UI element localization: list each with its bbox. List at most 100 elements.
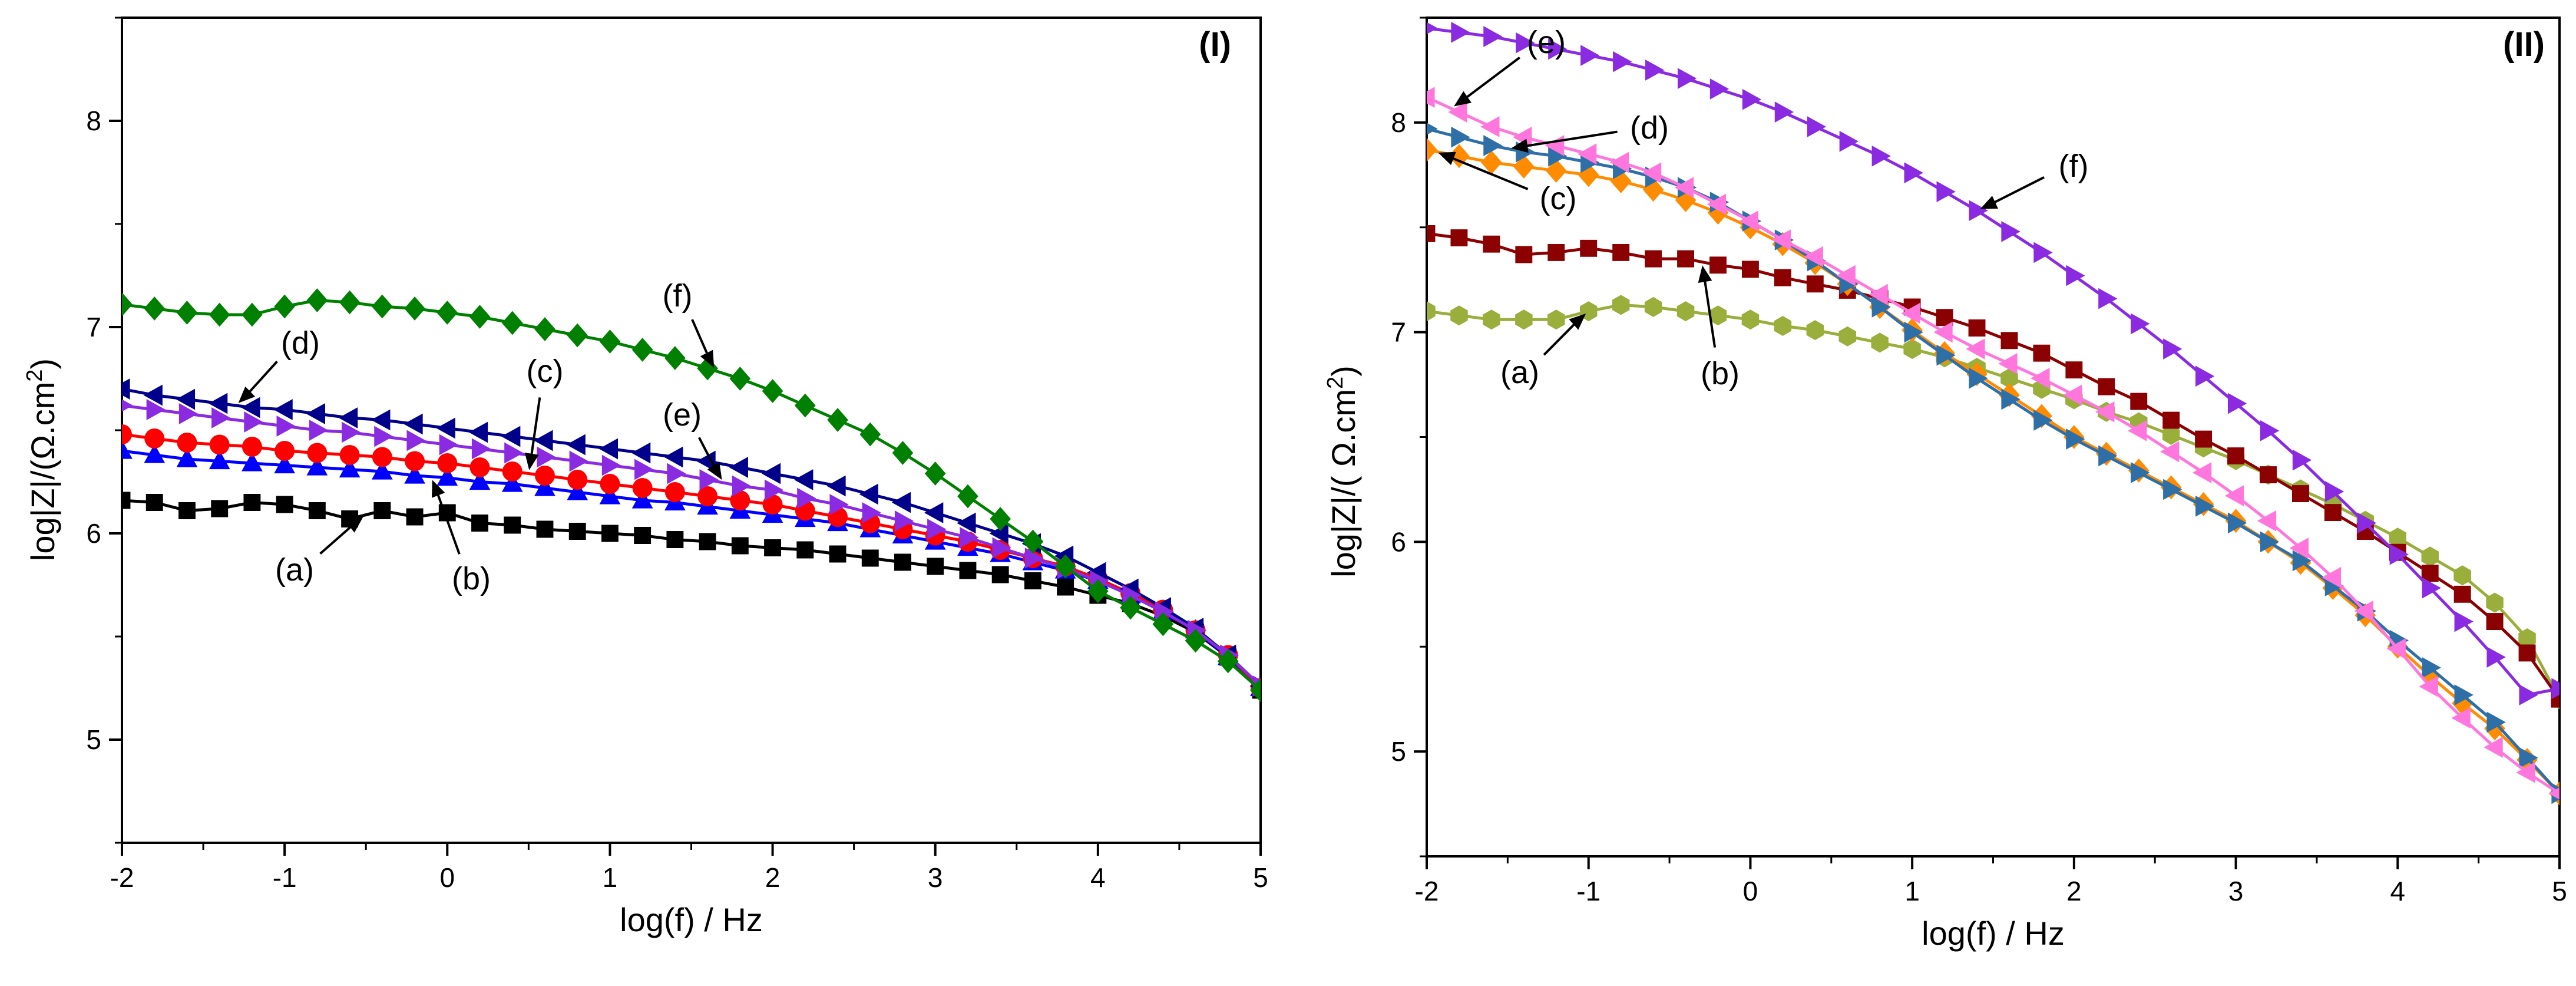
data-point <box>241 397 260 418</box>
data-point <box>1771 229 1791 250</box>
data-point <box>894 553 911 571</box>
curve-label: (e) <box>1527 25 1566 60</box>
data-point <box>1548 145 1568 167</box>
data-point <box>957 484 978 509</box>
data-point <box>1869 283 1888 305</box>
y-tick-label: 6 <box>86 518 101 549</box>
data-point <box>502 461 523 482</box>
data-point <box>1677 250 1694 268</box>
data-point <box>1547 243 1565 261</box>
annotation-arrowhead <box>707 461 722 480</box>
y-axis-title-part: | <box>24 509 61 517</box>
data-point <box>1613 51 1632 72</box>
data-point <box>957 512 976 534</box>
data-point <box>1904 162 1923 184</box>
data-point <box>534 466 555 486</box>
data-point <box>829 545 846 563</box>
annotation-arrow <box>435 490 461 555</box>
data-point <box>1250 678 1261 703</box>
data-point <box>1903 339 1921 360</box>
curve-label: (d) <box>1630 110 1669 146</box>
data-point <box>601 454 621 476</box>
data-point <box>2130 393 2148 410</box>
data-point <box>990 507 1011 531</box>
data-point <box>1481 150 1502 174</box>
data-point <box>991 566 1009 583</box>
data-point <box>2227 447 2245 464</box>
data-point <box>2131 462 2150 483</box>
annotation-arrowhead <box>524 453 539 470</box>
data-point <box>2453 585 2471 603</box>
data-point <box>666 531 684 548</box>
data-point <box>2386 638 2406 659</box>
data-point <box>764 479 784 501</box>
data-point <box>274 294 295 319</box>
data-point <box>1548 38 1568 60</box>
data-point <box>2033 242 2053 263</box>
data-point <box>1448 101 1467 123</box>
data-point <box>1645 250 1662 268</box>
data-point <box>2421 546 2439 567</box>
data-point <box>2098 288 2118 309</box>
data-point <box>2486 613 2504 631</box>
plot-frame <box>1426 17 2561 858</box>
data-point <box>2486 647 2506 668</box>
data-point <box>2163 338 2183 360</box>
data-point <box>339 445 360 465</box>
data-point <box>2063 384 2082 406</box>
y-axis-title: log|Z|/(Ω.cm2) <box>22 358 61 561</box>
data-point <box>1483 235 1500 253</box>
data-point <box>2224 485 2244 506</box>
data-point <box>144 428 165 449</box>
data-point <box>534 317 555 341</box>
annotation-arrow <box>1449 156 1529 190</box>
data-point <box>1806 320 1824 341</box>
data-point <box>404 464 425 484</box>
data-point <box>2519 684 2538 705</box>
data-point <box>1741 260 1759 278</box>
data-point <box>1022 529 1044 554</box>
x-tick-label: 3 <box>928 862 943 893</box>
annotation-arrowhead <box>1698 265 1712 283</box>
curve-label: (c) <box>1540 181 1577 216</box>
annotation-arrowhead <box>1454 91 1471 107</box>
x-tick-label: -1 <box>273 862 297 893</box>
data-point <box>2453 565 2471 586</box>
data-point <box>2322 567 2341 588</box>
y-axis-title-part: 2 <box>1323 377 1348 389</box>
data-point <box>1547 309 1565 330</box>
data-point <box>859 483 878 505</box>
data-point <box>1057 578 1074 596</box>
data-point <box>176 388 196 410</box>
annotation-arrow <box>530 397 541 459</box>
y-axis-title: log|Z|/( Ω.cm2) <box>1323 365 1362 578</box>
data-point <box>569 450 588 472</box>
data-point <box>2260 466 2277 483</box>
data-point <box>2292 550 2312 572</box>
data-point <box>634 527 652 544</box>
data-point <box>1904 321 1923 343</box>
y-axis-title-part: log <box>1325 533 1362 578</box>
annotation-arrowhead <box>1511 138 1529 153</box>
data-point <box>2195 365 2215 387</box>
data-point <box>1998 353 2018 374</box>
data-point <box>2033 410 2053 431</box>
data-point <box>1450 229 1468 246</box>
data-point <box>122 292 133 316</box>
data-point <box>2422 577 2441 599</box>
data-point <box>1609 151 1629 173</box>
data-point <box>371 460 393 480</box>
data-point <box>144 296 166 321</box>
data-point <box>143 384 163 406</box>
data-point <box>2422 657 2441 678</box>
data-point <box>1024 572 1041 589</box>
series-f <box>122 288 1261 703</box>
data-point <box>699 533 716 550</box>
x-tick-label: 0 <box>1743 876 1758 906</box>
data-point <box>178 403 199 424</box>
series-f <box>1427 22 2560 705</box>
data-point <box>501 473 523 492</box>
data-point <box>664 482 685 503</box>
